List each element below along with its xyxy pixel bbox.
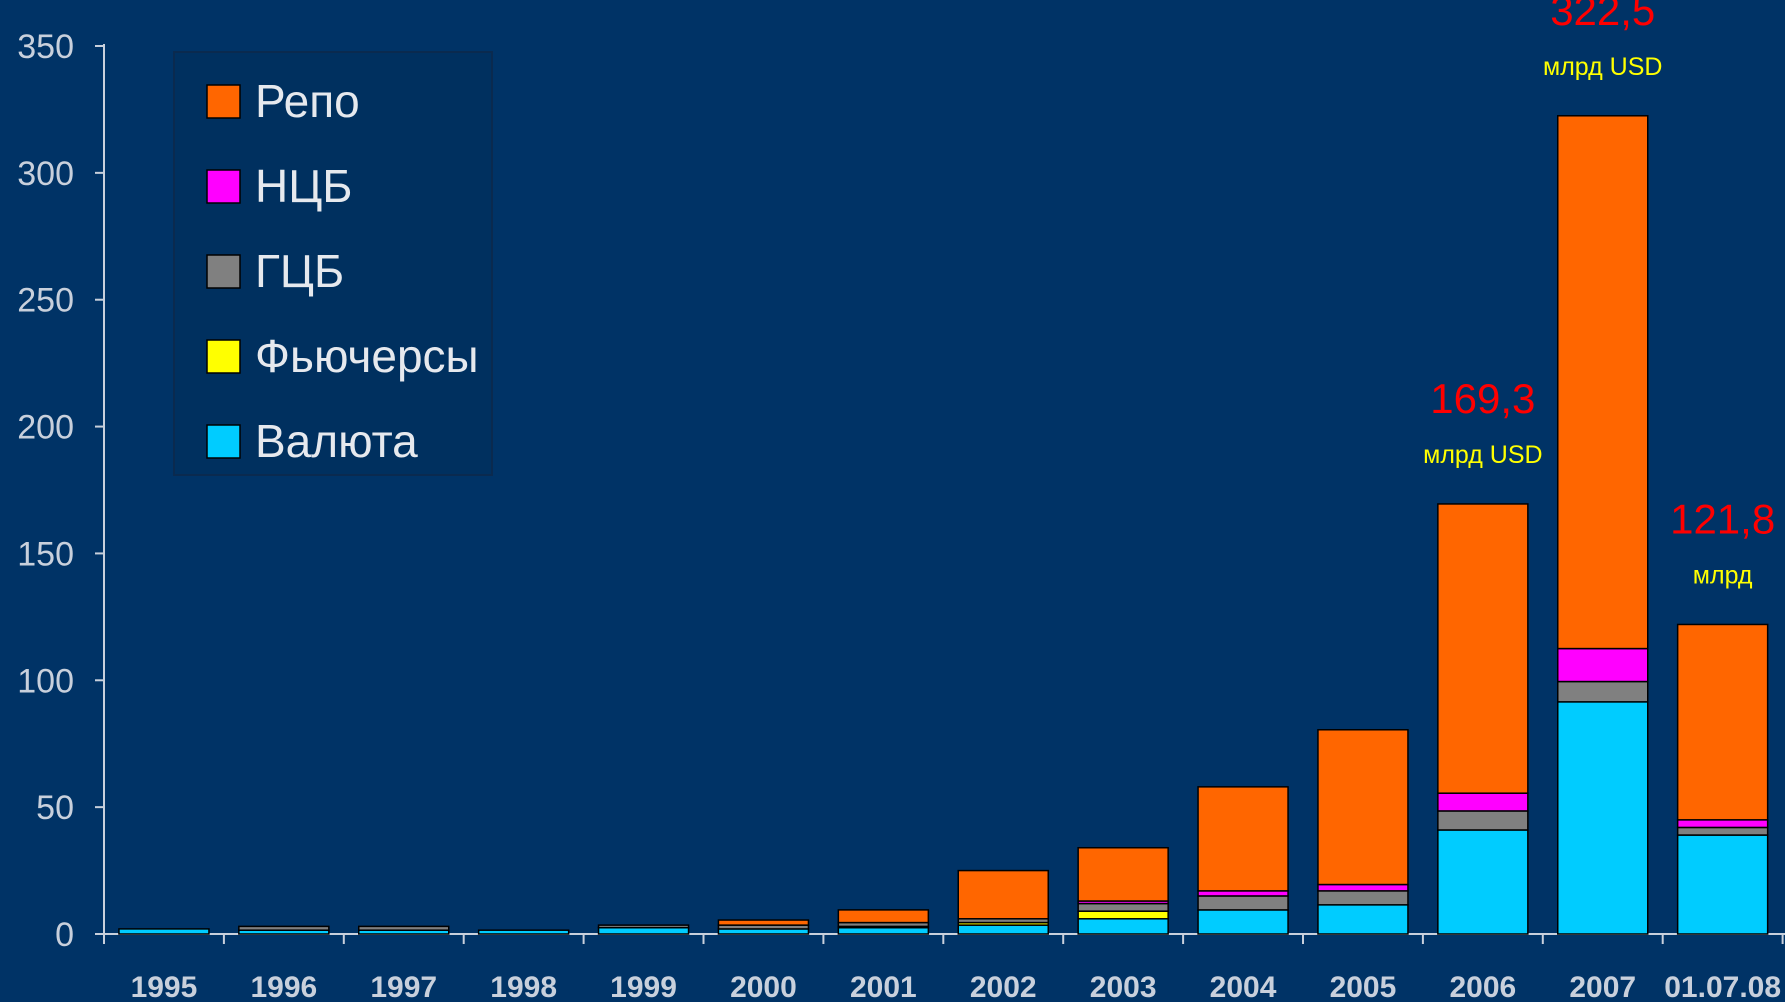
x-tick-label: 2003	[1090, 971, 1157, 1002]
x-tick-label: 2001	[850, 971, 917, 1002]
legend-label: НЦБ	[255, 160, 352, 212]
bar-segment	[1077, 910, 1169, 920]
annotation-unit: млрд	[1693, 561, 1753, 589]
y-tick-label: 200	[17, 409, 74, 447]
bar-segment	[837, 909, 930, 924]
x-tick-label: 2004	[1210, 971, 1277, 1002]
bar-stack-2002	[957, 869, 1050, 935]
bar-segment	[1437, 503, 1529, 794]
y-tick-label: 350	[17, 28, 74, 66]
x-tick-label: 1998	[490, 971, 557, 1002]
bars	[118, 115, 1769, 935]
x-tick-label: 2007	[1569, 971, 1636, 1002]
bar-segment	[837, 926, 930, 935]
annotation-unit: млрд USD	[1423, 441, 1542, 469]
bar-stack-1999	[597, 924, 690, 935]
annotation-total: 169,3	[1430, 375, 1535, 422]
bar-segment	[118, 928, 210, 935]
y-tick-label: 100	[17, 662, 74, 700]
bar-segment	[717, 919, 810, 926]
x-axis: 1995 1996 1997 1998 1999 2000 2001 2002 2003 2004…	[103, 933, 1785, 1002]
bar-segment	[1197, 895, 1289, 911]
y-axis: 0 50 100 150 200 250 300 350	[17, 28, 105, 954]
bar-stack-1995	[118, 928, 210, 935]
legend: Репо НЦБ ГЦБ Фьючерсы Валюта	[173, 51, 493, 476]
x-tick-label: 01.07.08	[1664, 971, 1781, 1002]
bar-segment	[717, 928, 810, 935]
x-tick-label: 2006	[1449, 971, 1516, 1002]
legend-swatch	[206, 84, 241, 119]
bar-segment	[1317, 904, 1409, 935]
legend-label: Фьючерсы	[255, 330, 479, 382]
bar-segment	[1437, 810, 1529, 831]
bar-stack-2000	[717, 919, 810, 935]
y-tick-label: 50	[36, 789, 74, 827]
bar-stack-01-07-08	[1676, 623, 1769, 935]
bar-segment	[1437, 829, 1529, 935]
x-tick-label: 1997	[370, 971, 437, 1002]
x-tick-label: 1995	[131, 971, 198, 1002]
bar-segment	[1676, 826, 1769, 836]
bar-stack-2003	[1077, 846, 1169, 935]
bar-segment	[1557, 647, 1649, 683]
bar-segment	[957, 924, 1050, 935]
bar-stack-1997	[358, 925, 450, 935]
bar-stack-2006	[1437, 503, 1529, 935]
bar-segment	[1077, 846, 1169, 902]
x-tick-label: 2000	[730, 971, 797, 1002]
legend-label: Валюта	[255, 415, 418, 467]
legend-swatch	[206, 169, 241, 204]
bar-segment	[1676, 834, 1769, 935]
annotation-total: 121,8	[1670, 495, 1775, 542]
x-tick-label: 2005	[1330, 971, 1397, 1002]
x-tick-label: 2002	[970, 971, 1037, 1002]
annotation-unit: млрд USD	[1543, 53, 1662, 81]
bar-segment	[1437, 792, 1529, 812]
bar-segment	[1317, 729, 1409, 886]
bar-segment	[597, 924, 690, 929]
bar-segment	[1197, 786, 1289, 892]
bar-segment	[957, 869, 1050, 920]
bar-segment	[358, 925, 450, 931]
bar-segment	[1557, 115, 1649, 650]
y-tick-label: 150	[17, 535, 74, 573]
legend-label: Репо	[255, 75, 360, 127]
bar-stack-1996	[238, 925, 330, 935]
y-tick-label: 0	[55, 916, 74, 954]
bar-stack-2007	[1557, 115, 1649, 935]
x-tick-label: 1999	[610, 971, 677, 1002]
bar-segment	[1557, 701, 1649, 935]
bar-segment	[597, 926, 690, 935]
legend-swatch	[206, 254, 241, 289]
bar-stack-1998	[477, 929, 570, 935]
legend-swatch	[206, 339, 241, 374]
bar-stack-2001	[837, 909, 930, 935]
bar-segment	[1317, 883, 1409, 892]
bar-segment	[238, 925, 330, 931]
bar-segment	[1676, 819, 1769, 829]
legend-swatch	[206, 424, 241, 459]
bar-stack-2004	[1197, 786, 1289, 935]
bar-segment	[1077, 918, 1169, 935]
annotation-total: 322,5	[1550, 0, 1655, 34]
bar-segment	[1077, 902, 1169, 912]
bar-segment	[477, 929, 570, 935]
bar-segment	[1197, 890, 1289, 897]
legend-label: ГЦБ	[255, 245, 344, 297]
x-tick-label: 1996	[250, 971, 317, 1002]
y-tick-label: 300	[17, 155, 74, 193]
y-tick-label: 250	[17, 282, 74, 320]
bar-segment	[1317, 890, 1409, 906]
annotations: 169,3 млрд USD 322,5 млрд USD 121,8 млрд	[1423, 0, 1775, 589]
bar-segment	[1197, 909, 1289, 935]
bar-segment	[1676, 623, 1769, 821]
bar-stack-2005	[1317, 729, 1409, 935]
bar-segment	[1557, 680, 1649, 703]
